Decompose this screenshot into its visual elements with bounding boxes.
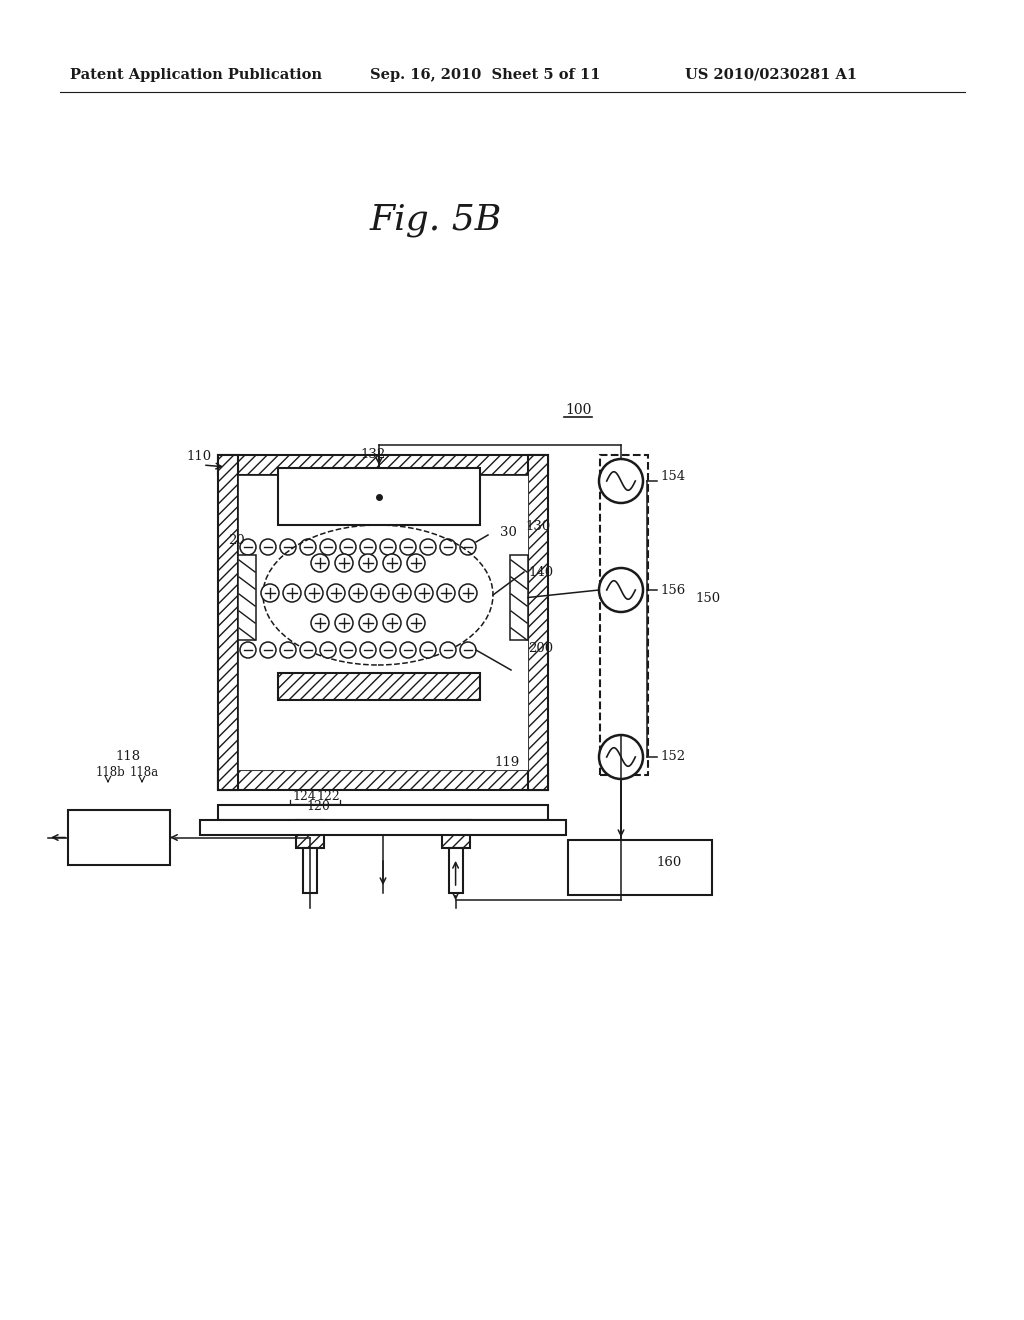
Bar — [278, 469, 480, 525]
Circle shape — [319, 539, 336, 554]
Circle shape — [335, 554, 353, 572]
Bar — [278, 673, 480, 700]
Circle shape — [340, 642, 356, 657]
Bar — [218, 455, 238, 789]
Circle shape — [460, 539, 476, 554]
Text: 118: 118 — [115, 751, 140, 763]
Text: 100: 100 — [565, 403, 592, 417]
Circle shape — [240, 642, 256, 657]
Circle shape — [359, 554, 377, 572]
Bar — [238, 475, 528, 770]
Circle shape — [380, 642, 396, 657]
Text: 156: 156 — [660, 583, 685, 597]
Text: 152: 152 — [660, 750, 685, 763]
Text: 132: 132 — [360, 449, 385, 462]
Text: 130: 130 — [525, 520, 550, 533]
Bar — [528, 455, 548, 789]
Bar — [218, 455, 548, 475]
Text: 140: 140 — [528, 565, 553, 578]
Circle shape — [261, 583, 279, 602]
Circle shape — [400, 539, 416, 554]
Bar — [568, 840, 712, 895]
Circle shape — [440, 539, 456, 554]
Circle shape — [360, 642, 376, 657]
Text: 122: 122 — [316, 789, 340, 803]
Bar — [303, 847, 317, 894]
Text: 120: 120 — [306, 800, 330, 813]
Text: 200: 200 — [528, 642, 553, 655]
Bar — [600, 455, 648, 775]
Text: 110: 110 — [186, 450, 211, 463]
Circle shape — [280, 539, 296, 554]
Text: 160: 160 — [656, 855, 681, 869]
Text: US 2010/0230281 A1: US 2010/0230281 A1 — [685, 69, 857, 82]
Text: 20: 20 — [228, 533, 245, 546]
Circle shape — [400, 642, 416, 657]
Circle shape — [420, 642, 436, 657]
Bar — [200, 820, 566, 836]
Circle shape — [319, 642, 336, 657]
Circle shape — [300, 642, 316, 657]
Circle shape — [349, 583, 367, 602]
Bar — [218, 770, 548, 789]
Circle shape — [240, 539, 256, 554]
Bar — [68, 810, 170, 865]
Circle shape — [599, 568, 643, 612]
Circle shape — [359, 614, 377, 632]
Circle shape — [260, 642, 276, 657]
Circle shape — [383, 614, 401, 632]
Text: Fig. 5B: Fig. 5B — [370, 203, 502, 238]
Text: 118a: 118a — [130, 767, 159, 780]
Circle shape — [383, 554, 401, 572]
Circle shape — [437, 583, 455, 602]
Circle shape — [335, 614, 353, 632]
Text: 119: 119 — [494, 756, 519, 770]
Circle shape — [420, 539, 436, 554]
Circle shape — [340, 539, 356, 554]
Text: 118b: 118b — [96, 767, 126, 780]
Circle shape — [407, 554, 425, 572]
Text: 150: 150 — [695, 591, 720, 605]
Circle shape — [327, 583, 345, 602]
Circle shape — [459, 583, 477, 602]
Text: 30: 30 — [500, 527, 517, 540]
Bar — [510, 554, 528, 640]
Circle shape — [311, 614, 329, 632]
Circle shape — [407, 614, 425, 632]
Bar — [218, 805, 548, 820]
Circle shape — [280, 642, 296, 657]
Text: Patent Application Publication: Patent Application Publication — [70, 69, 322, 82]
Circle shape — [415, 583, 433, 602]
Text: Sep. 16, 2010  Sheet 5 of 11: Sep. 16, 2010 Sheet 5 of 11 — [370, 69, 600, 82]
Circle shape — [599, 735, 643, 779]
Circle shape — [380, 539, 396, 554]
Circle shape — [460, 642, 476, 657]
Circle shape — [371, 583, 389, 602]
Circle shape — [283, 583, 301, 602]
Circle shape — [300, 539, 316, 554]
Text: 154: 154 — [660, 470, 685, 483]
Circle shape — [311, 554, 329, 572]
Bar — [238, 554, 256, 640]
Bar — [441, 820, 470, 847]
Bar — [449, 847, 463, 894]
Circle shape — [360, 539, 376, 554]
Circle shape — [305, 583, 323, 602]
Text: 124: 124 — [292, 789, 315, 803]
Circle shape — [440, 642, 456, 657]
Circle shape — [260, 539, 276, 554]
Circle shape — [393, 583, 411, 602]
Bar — [296, 820, 325, 847]
Circle shape — [599, 459, 643, 503]
